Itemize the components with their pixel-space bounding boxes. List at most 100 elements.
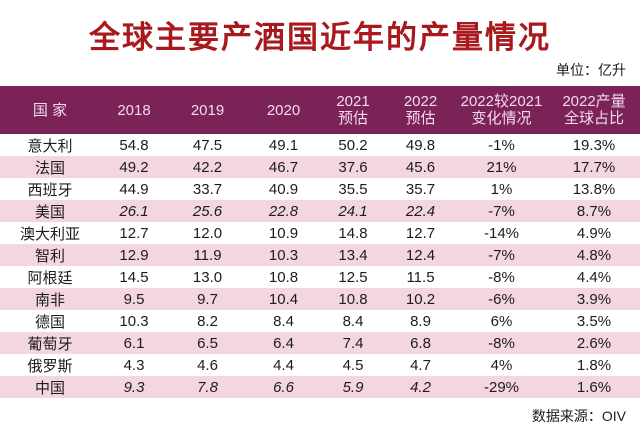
value-cell: 12.7 [119, 224, 149, 242]
value-cell: 12.7 [405, 224, 436, 242]
change-cell: -14% [483, 224, 520, 242]
table-row: 法国 49.2 42.2 46.7 37.6 45.6 21% 17.7% [0, 156, 640, 178]
column-header-0: 国 家 [32, 101, 68, 119]
country-cell: 澳大利亚 [19, 225, 80, 243]
table-row: 西班牙 44.9 33.7 40.9 35.5 35.7 1% 13.8% [0, 178, 640, 200]
production-table: 国 家 2018 2019 2020 2021 预估 2022 预估 2022较2021 变化情况… [0, 86, 640, 398]
table-row: 葡萄牙 6.1 6.5 6.4 7.4 6.8 -8% 2.6% [0, 332, 640, 354]
value-cell: 4.7 [410, 356, 431, 374]
value-cell: 12.9 [119, 246, 149, 264]
column-header-1: 2018 [117, 101, 151, 119]
country-cell: 阿根廷 [27, 269, 73, 287]
value-cell: 22.4 [405, 202, 436, 220]
share-cell: 2.6% [576, 334, 612, 352]
value-cell: 12.5 [338, 268, 368, 286]
value-cell: 6.8 [410, 334, 431, 352]
value-cell: 13.0 [192, 268, 223, 286]
value-cell: 11.5 [406, 268, 435, 286]
value-cell: 35.5 [338, 180, 368, 198]
value-cell: 44.9 [119, 180, 149, 198]
value-cell: 10.2 [405, 290, 436, 308]
value-cell: 33.7 [192, 180, 223, 198]
value-cell: 50.2 [338, 136, 368, 154]
value-cell: 7.8 [197, 378, 218, 396]
value-cell: 12.0 [192, 224, 223, 242]
value-cell: 49.2 [119, 158, 149, 176]
change-cell: 1% [490, 180, 513, 198]
change-cell: -7% [488, 202, 515, 220]
share-cell: 17.7% [572, 158, 616, 176]
value-cell: 35.7 [405, 180, 436, 198]
country-cell: 美国 [34, 203, 65, 221]
country-cell: 德国 [34, 313, 65, 331]
value-cell: 45.6 [405, 158, 436, 176]
country-cell: 南非 [34, 291, 65, 309]
value-cell: 10.9 [268, 224, 299, 242]
change-cell: -29% [483, 378, 520, 396]
column-header-2: 2019 [190, 101, 225, 119]
value-cell: 4.4 [273, 356, 294, 374]
table-header-row: 国 家 2018 2019 2020 2021 预估 2022 预估 2022较2021 变化情况… [0, 86, 640, 134]
country-cell: 智利 [34, 247, 65, 265]
table-row: 中国 9.3 7.8 6.6 5.9 4.2 -29% 1.6% [0, 376, 640, 398]
value-cell: 6.5 [197, 334, 218, 352]
change-cell: 6% [490, 312, 513, 330]
value-cell: 9.3 [123, 378, 145, 396]
table-header: 国 家 2018 2019 2020 2021 预估 2022 预估 2022较2021 变化情况… [0, 86, 640, 134]
column-header-6: 2022较2021 变化情况 [460, 93, 543, 127]
change-cell: -6% [488, 290, 515, 308]
value-cell: 26.1 [119, 202, 149, 220]
page-title: 全球主要产酒国近年的产量情况 [89, 20, 551, 55]
change-cell: -7% [488, 246, 515, 264]
country-cell: 葡萄牙 [27, 335, 73, 353]
value-cell: 6.6 [273, 378, 294, 396]
table-row: 智利 12.9 11.9 10.3 13.4 12.4 -7% 4.8% [0, 244, 640, 266]
value-cell: 54.8 [119, 136, 149, 154]
value-cell: 14.8 [338, 224, 368, 242]
value-cell: 4.3 [123, 356, 145, 374]
share-cell: 13.8% [572, 180, 616, 198]
country-cell: 俄罗斯 [27, 357, 73, 375]
value-cell: 13.4 [338, 246, 368, 264]
country-cell: 中国 [34, 379, 65, 397]
share-cell: 1.6% [576, 378, 612, 396]
unit-label: 单位：亿升 [556, 62, 626, 78]
value-cell: 46.7 [268, 158, 299, 176]
share-cell: 3.5% [576, 312, 612, 330]
share-cell: 19.3% [572, 136, 616, 154]
change-cell: -8% [488, 268, 515, 286]
value-cell: 37.6 [338, 158, 368, 176]
table-row: 南非 9.5 9.7 10.4 10.8 10.2 -6% 3.9% [0, 288, 640, 310]
value-cell: 4.5 [342, 356, 364, 374]
table-row: 意大利 54.8 47.5 49.1 50.2 49.8 -1% 19.3% [0, 134, 640, 156]
value-cell: 9.7 [197, 290, 218, 308]
value-cell: 49.1 [268, 136, 299, 154]
value-cell: 6.4 [273, 334, 294, 352]
value-cell: 10.3 [268, 246, 299, 264]
value-cell: 49.8 [405, 136, 436, 154]
value-cell: 10.8 [268, 268, 299, 286]
value-cell: 24.1 [338, 202, 368, 220]
country-cell: 法国 [34, 159, 65, 177]
table-body: 意大利 54.8 47.5 49.1 50.2 49.8 -1% 19.3% 法国 49.2 42.… [0, 134, 640, 398]
value-cell: 10.8 [338, 290, 368, 308]
share-cell: 4.4% [576, 268, 612, 286]
value-cell: 6.1 [123, 334, 145, 352]
value-cell: 11.9 [193, 246, 222, 264]
value-cell: 5.9 [342, 378, 364, 396]
value-cell: 8.9 [410, 312, 431, 330]
column-header-3: 2020 [266, 101, 301, 119]
column-header-5: 2022 预估 [403, 93, 438, 127]
value-cell: 4.2 [410, 378, 431, 396]
table-row: 俄罗斯 4.3 4.6 4.4 4.5 4.7 4% 1.8% [0, 354, 640, 376]
change-cell: -1% [488, 136, 515, 154]
share-cell: 1.8% [576, 356, 612, 374]
value-cell: 12.4 [405, 246, 436, 264]
column-header-4: 2021 预估 [336, 93, 370, 127]
value-cell: 9.5 [123, 290, 145, 308]
table-row: 澳大利亚 12.7 12.0 10.9 14.8 12.7 -14% 4.9% [0, 222, 640, 244]
change-cell: 21% [486, 158, 517, 176]
table-row: 阿根廷 14.5 13.0 10.8 12.5 11.5 -8% 4.4% [0, 266, 640, 288]
share-cell: 3.9% [576, 290, 612, 308]
value-cell: 22.8 [268, 202, 299, 220]
